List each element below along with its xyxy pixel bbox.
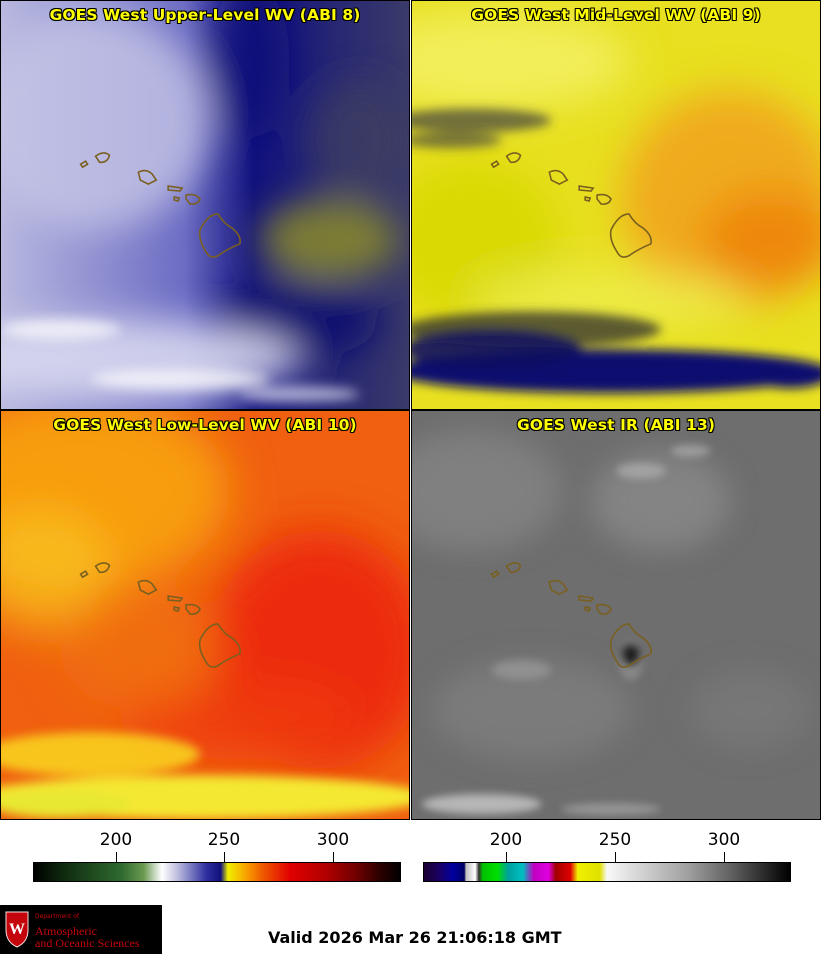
tick-mark: [506, 852, 507, 862]
svg-text:W: W: [9, 921, 25, 938]
tick-label: 300: [707, 830, 741, 850]
logo-department: Department of: [35, 913, 79, 920]
coastline-overlay: [490, 562, 652, 668]
logo-line-2: and Oceanic Sciences: [35, 936, 140, 950]
aos-logo: W Department of Atmospheric and Oceanic …: [0, 905, 162, 954]
uw-crest-icon: W: [5, 911, 29, 948]
tick-mark: [333, 852, 334, 862]
colorbar-ticks: 200 250 300: [0, 822, 411, 862]
tick-label: 250: [598, 830, 632, 850]
ir-panel: GOES West IR (ABI 13): [411, 410, 821, 820]
mid-level-wv-panel: GOES West Mid-Level WV (ABI 9): [411, 0, 821, 410]
ir-image: [412, 411, 820, 819]
low-level-wv-image: [1, 411, 409, 819]
valid-time: Valid 2026 Mar 26 21:06:18 GMT: [268, 928, 562, 947]
coastline-overlay: [490, 152, 652, 258]
ir-colorbar: 200 250 300: [411, 822, 822, 886]
colorbar-ticks: 200 250 300: [411, 822, 822, 862]
wv-colorbar: 200 250 300: [0, 822, 411, 886]
mid-level-wv-image: [412, 1, 820, 409]
wv-colorbar-gradient: [33, 862, 401, 882]
tick-label: 200: [99, 830, 133, 850]
panel-title: GOES West Low-Level WV (ABI 10): [53, 416, 357, 434]
ir-colorbar-gradient: [423, 862, 791, 882]
tick-mark: [615, 852, 616, 862]
low-level-wv-panel: GOES West Low-Level WV (ABI 10): [0, 410, 410, 820]
tick-mark: [116, 852, 117, 862]
tick-mark: [724, 852, 725, 862]
logo-text: Atmospheric and Oceanic Sciences: [35, 925, 140, 949]
tick-label: 250: [207, 830, 241, 850]
panel-title: GOES West IR (ABI 13): [516, 416, 716, 434]
coastline-overlay: [79, 152, 241, 258]
panel-title: GOES West Upper-Level WV (ABI 8): [49, 6, 361, 24]
upper-level-wv-panel: GOES West Upper-Level WV (ABI 8): [0, 0, 410, 410]
coastline-overlay: [79, 562, 241, 668]
logo-line-1: Atmospheric: [35, 924, 97, 938]
tick-label: 300: [316, 830, 350, 850]
upper-level-wv-image: [1, 1, 409, 409]
panel-title: GOES West Mid-Level WV (ABI 9): [471, 6, 761, 24]
tick-label: 200: [489, 830, 523, 850]
tick-mark: [224, 852, 225, 862]
